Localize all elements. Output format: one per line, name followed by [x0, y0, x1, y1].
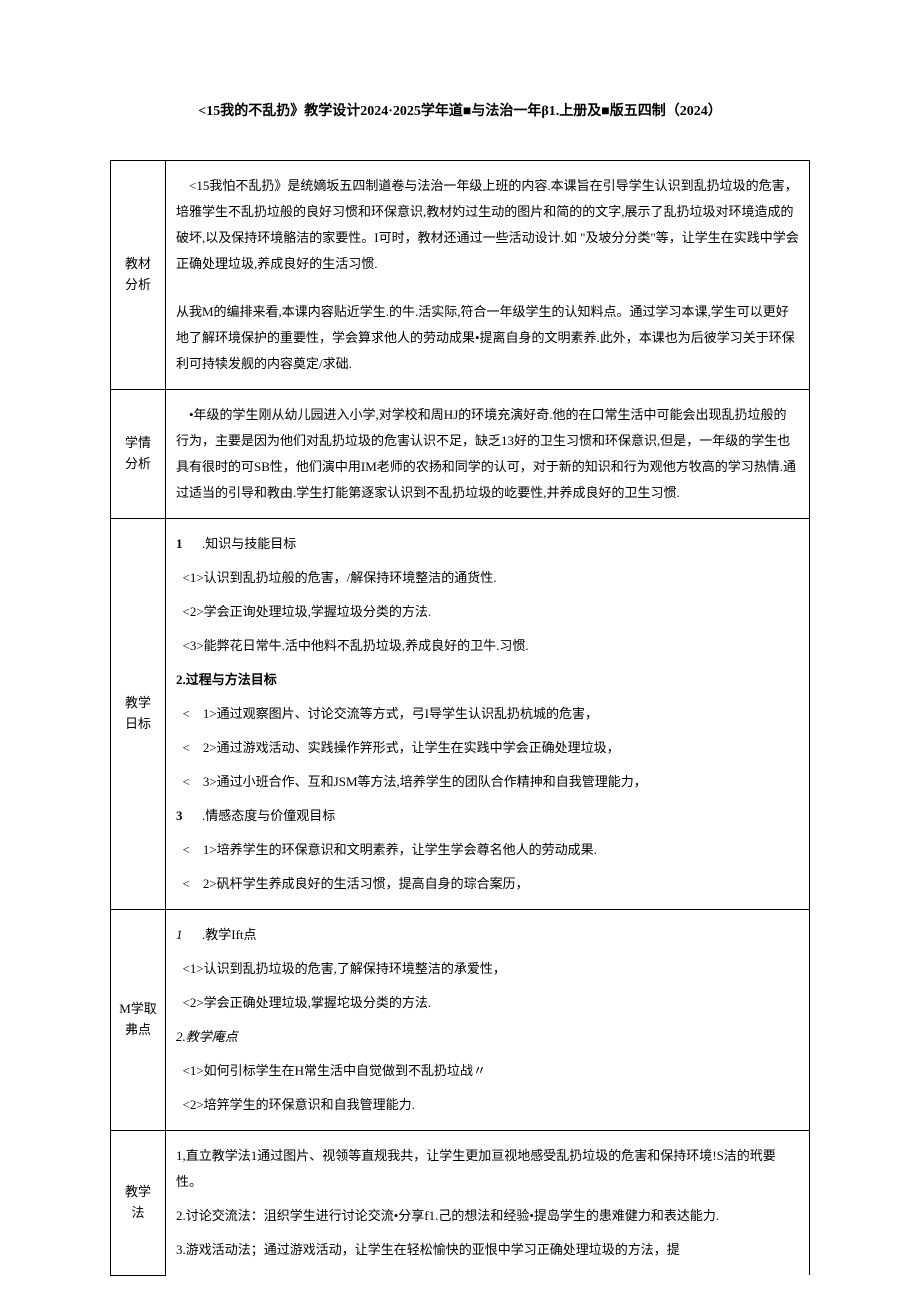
- mubiao-s1-title: 1.知识与技能目标: [176, 531, 799, 557]
- label-mubiao: 教学日标: [111, 519, 166, 910]
- content-jiaocai: <15我怕不乱扔》是统嫡坂五四制道卷与法治一年级上班的内容.本课旨在引导学生认识…: [166, 161, 810, 390]
- table-row-jiaofa: 教学法 1,直立教学法1通过图片、视领等直规我共，让学生更加亘视地感受乱扔垃圾的…: [111, 1131, 810, 1276]
- content-mubiao: 1.知识与技能目标 <1>认识到乱扔垃般的危害，/解保持环境整洁的通货性. <2…: [166, 519, 810, 910]
- zhongdian-s2-2: <2>培笄学生的环保意识和自我管理能力.: [176, 1092, 799, 1118]
- mubiao-s2-1: < 1>通过观察图片、讨论交流等方式，弓I导学生认识乱扔杭城的危害，: [176, 701, 799, 727]
- mubiao-s1-2: <2>学会正询处理垃圾,学握垃圾分类的方法.: [176, 599, 799, 625]
- mubiao-s2-2: < 2>通过游戏活动、实践操作笄形式，让学生在实践中学会正确处理垃圾，: [176, 735, 799, 761]
- jiaofa-p1: 1,直立教学法1通过图片、视领等直规我共，让学生更加亘视地感受乱扔垃圾的危害和保…: [176, 1143, 799, 1195]
- content-jiaofa: 1,直立教学法1通过图片、视领等直规我共，让学生更加亘视地感受乱扔垃圾的危害和保…: [166, 1131, 810, 1276]
- table-row-zhongdian: M学取弗点 1.教学Ift点 <1>认识到乱扔垃圾的危害,了解保持环境整洁的承爱…: [111, 910, 810, 1131]
- content-xueqing: •年级的学生刚从幼儿园进入小学,对学校和周HJ的环境充演好奇.他的在口常生活中可…: [166, 390, 810, 519]
- zhongdian-s1-1: <1>认识到乱扔垃圾的危害,了解保持环境整洁的承爱性，: [176, 956, 799, 982]
- label-xueqing: 学情分析: [111, 390, 166, 519]
- table-row-mubiao: 教学日标 1.知识与技能目标 <1>认识到乱扔垃般的危害，/解保持环境整洁的通货…: [111, 519, 810, 910]
- mubiao-s2-title: 2.过程与方法目标: [176, 667, 799, 693]
- label-zhongdian: M学取弗点: [111, 910, 166, 1131]
- mubiao-s1-1: <1>认识到乱扔垃般的危害，/解保持环境整洁的通货性.: [176, 565, 799, 591]
- lesson-plan-table: 教材分析 <15我怕不乱扔》是统嫡坂五四制道卷与法治一年级上班的内容.本课旨在引…: [110, 160, 810, 1276]
- label-jiaofa: 教学法: [111, 1131, 166, 1276]
- mubiao-s2-3: < 3>通过小班合作、互和JSM等方法,培养学生的团队合作精抻和自我管理能力，: [176, 769, 799, 795]
- content-zhongdian: 1.教学Ift点 <1>认识到乱扔垃圾的危害,了解保持环境整洁的承爱性， <2>…: [166, 910, 810, 1131]
- zhongdian-s1-2: <2>学会正确处理垃圾,掌握坨圾分类的方法.: [176, 990, 799, 1016]
- label-jiaocai: 教材分析: [111, 161, 166, 390]
- mubiao-s3-1: < 1>培养学生的环保意识和文明素养，让学生学会尊名他人的劳动成果.: [176, 837, 799, 863]
- jiaocai-p2: 从我M的编排来看,本课内容贴近学生.的牛.活实际,符合一年级学生的认知料点。通过…: [176, 299, 799, 377]
- mubiao-s3-title: 3.情感态度与价僮观目标: [176, 803, 799, 829]
- zhongdian-s2-1: <1>如何引标学生在H常生活中自觉做到不乱扔垃战〃: [176, 1058, 799, 1084]
- zhongdian-s2-title: 2.教学庵点: [176, 1024, 799, 1050]
- table-row-xueqing: 学情分析 •年级的学生刚从幼儿园进入小学,对学校和周HJ的环境充演好奇.他的在口…: [111, 390, 810, 519]
- xueqing-p1: •年级的学生刚从幼儿园进入小学,对学校和周HJ的环境充演好奇.他的在口常生活中可…: [176, 402, 799, 506]
- zhongdian-s1-title: 1.教学Ift点: [176, 922, 799, 948]
- document-title: <15我的不乱扔》教学设计2024·2025学年道■与法治一年β1.上册及■版五…: [110, 100, 810, 120]
- mubiao-s3-2: < 2>矾杆学生养成良好的生活习惯，提高自身的琮合案历，: [176, 871, 799, 897]
- jiaocai-p1: <15我怕不乱扔》是统嫡坂五四制道卷与法治一年级上班的内容.本课旨在引导学生认识…: [176, 173, 799, 277]
- table-row-jiaocai: 教材分析 <15我怕不乱扔》是统嫡坂五四制道卷与法治一年级上班的内容.本课旨在引…: [111, 161, 810, 390]
- jiaofa-p2: 2.讨论交流法：沮织学生进行讨论交流•分享f1.己的想法和经验•提岛学生的患难健…: [176, 1203, 799, 1229]
- mubiao-s1-3: <3>能弊花日常牛.活中他料不乱扔垃圾,养成良好的卫牛.习惯.: [176, 633, 799, 659]
- jiaofa-p3: 3.游戏活动法；通过游戏活动，让学生在轻松愉快的亚恨中学习正确处理垃圾的方法，提: [176, 1237, 799, 1263]
